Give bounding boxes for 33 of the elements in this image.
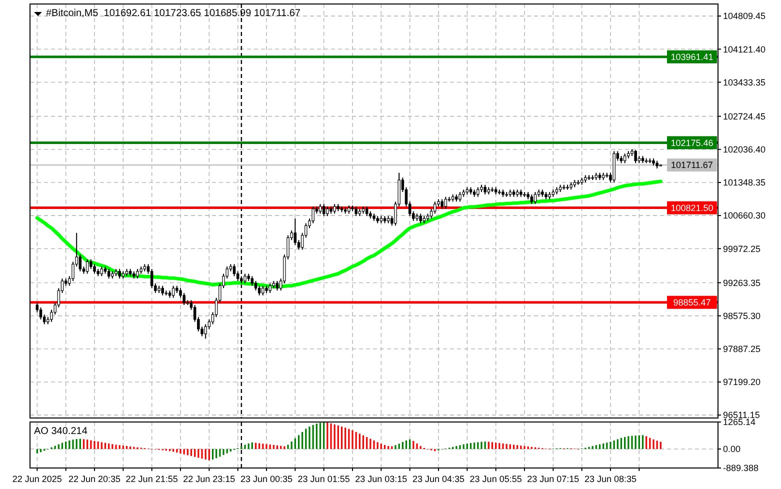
x-tick-label: 23 Jun 01:55 <box>298 474 350 484</box>
y-tick-label: 104121.40 <box>723 44 766 54</box>
y-tick-label: 97199.20 <box>723 377 761 388</box>
y-tick-label: 1265.14 <box>723 417 756 428</box>
y-tick-label: 0.00 <box>723 444 741 454</box>
x-tick-label: 23 Jun 03:15 <box>355 474 408 484</box>
ref-line-label: 102175.46 <box>670 138 714 148</box>
ref-line-label: 101711.67 <box>671 160 713 170</box>
x-tick-label: 23 Jun 04:35 <box>412 474 465 484</box>
y-tick-label: 103433.35 <box>723 77 766 88</box>
y-tick-label: 99263.35 <box>723 278 761 288</box>
x-tick-label: 23 Jun 00:35 <box>240 474 293 484</box>
y-tick-label: 101348.35 <box>723 178 766 188</box>
x-tick-label: 22 Jun 23:15 <box>183 474 236 484</box>
chart-title: #Bitcoin,M5 101692.61 101723.65 101685.99 101711.67 <box>46 8 301 19</box>
ref-line-label: 98855.47 <box>673 297 711 308</box>
x-tick-label: 23 Jun 07:15 <box>527 474 580 484</box>
x-tick-label: 22 Jun 20:35 <box>68 474 121 484</box>
x-tick-label: 23 Jun 05:55 <box>470 474 522 484</box>
y-tick-label: 102724.45 <box>723 111 766 122</box>
x-tick-label: 22 Jun 2025 <box>12 474 62 484</box>
y-tick-label: 98575.30 <box>723 310 761 321</box>
y-tick-label: 97887.25 <box>723 344 761 354</box>
x-tick-label: 23 Jun 08:35 <box>584 474 637 484</box>
chart-title: AO 340.214 <box>34 426 88 437</box>
y-tick-label: 100660.30 <box>723 210 766 221</box>
y-tick-label: -889.388 <box>723 463 759 474</box>
y-tick-label: 104809.45 <box>723 11 766 22</box>
x-tick-label: 22 Jun 21:55 <box>126 474 178 484</box>
y-tick-label: 99972.25 <box>723 244 761 254</box>
ref-line-label: 103961.41 <box>670 52 714 62</box>
ref-line-label: 100821.50 <box>670 202 714 213</box>
y-tick-label: 102036.40 <box>723 144 766 155</box>
